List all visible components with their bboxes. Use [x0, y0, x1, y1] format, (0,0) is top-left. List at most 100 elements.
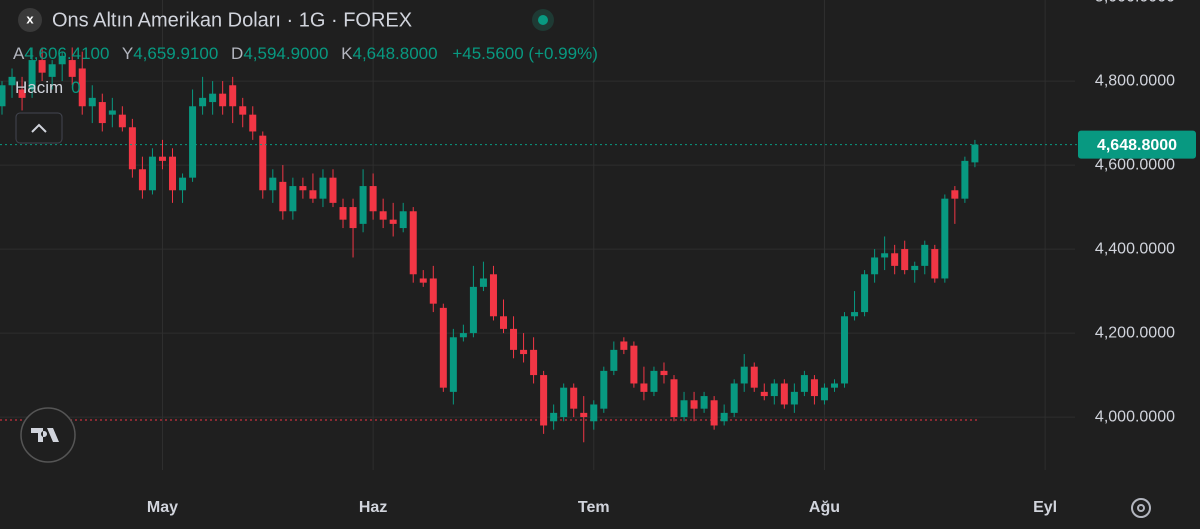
candle-body [760, 391, 768, 397]
candle-body [901, 249, 909, 271]
candle-body [0, 85, 6, 107]
candle-body [439, 307, 447, 388]
candle-body [429, 278, 437, 304]
header: x Ons Altın Amerikan Doları · 1G · FOREX… [13, 8, 598, 144]
candle-body [389, 219, 397, 224]
candle-body [500, 316, 507, 329]
candle-body [259, 135, 267, 191]
collapse-icon [31, 123, 47, 133]
candle-body [600, 370, 608, 409]
candle-body [690, 400, 698, 409]
ohlc-value: 4,648.8000 [352, 44, 437, 63]
candle-body [830, 383, 838, 388]
candle-body [239, 106, 247, 115]
candle-body [911, 265, 919, 271]
candle-body [138, 169, 146, 191]
candle-body [891, 253, 899, 266]
candle-body [770, 383, 778, 397]
candle-body [630, 345, 638, 384]
collapse-button[interactable] [15, 112, 63, 144]
tradingview-logo[interactable] [20, 407, 76, 463]
candle-body [128, 127, 136, 170]
candle-body [339, 207, 347, 220]
candle-body [309, 190, 317, 199]
candle-body [148, 156, 156, 191]
candle-body [459, 333, 467, 338]
logo-circle [20, 407, 76, 463]
candle-body [851, 312, 859, 317]
x-tick-label: Tem [578, 499, 610, 516]
candle-body [419, 278, 427, 283]
y-tick-label: 4,000.0000 [1095, 408, 1175, 425]
change: +45.5600 (+0.99%) [452, 44, 598, 63]
candle-body [961, 160, 969, 199]
candle-body [118, 114, 126, 128]
candle-body [861, 274, 869, 313]
candles [0, 47, 1078, 443]
candle-body [700, 396, 708, 409]
candle-body [209, 93, 217, 103]
candle-body [971, 144, 979, 163]
grid [0, 0, 1075, 470]
candle-body [660, 370, 668, 376]
candle-body [570, 387, 578, 409]
ohlc-key: D [231, 44, 243, 63]
candle-body [560, 387, 568, 418]
candle-body [610, 349, 618, 371]
candle-body [469, 286, 477, 334]
candle-body [640, 383, 648, 392]
candle-body [810, 379, 818, 397]
candle-body [800, 375, 808, 392]
candle-body [179, 177, 187, 191]
ohlc-value: 4,606.4100 [24, 44, 109, 63]
candle-body [58, 55, 66, 65]
candle-body [449, 337, 457, 392]
y-tick-label: 4,800.0000 [1095, 72, 1175, 89]
candle-body [379, 211, 387, 220]
candle-body [620, 341, 628, 350]
candle-body [740, 366, 748, 384]
candle-body [520, 349, 528, 355]
candle-body [219, 93, 227, 107]
candle-body [48, 64, 56, 77]
candle-body [8, 76, 16, 86]
chart-title: Ons Altın Amerikan Doları · 1G · FOREX [52, 9, 412, 31]
candle-body [359, 186, 367, 224]
candle-body [18, 89, 26, 98]
candle-body [921, 244, 929, 266]
candle-body [790, 391, 798, 405]
logo-mark [31, 428, 59, 442]
candle-body [510, 328, 518, 350]
candle-body [931, 249, 939, 279]
candle-body [489, 274, 497, 317]
candle-body [710, 400, 718, 426]
ohlc-key: A [13, 44, 25, 63]
settings-icon-center [1137, 504, 1145, 512]
volume-value: 0 [71, 78, 80, 97]
candle-body [189, 106, 197, 178]
y-tick-label: 4,400.0000 [1095, 240, 1175, 257]
market-status-dot [538, 15, 548, 25]
y-tick-label: 4,200.0000 [1095, 324, 1175, 341]
candle-body [158, 156, 166, 161]
candle-body [399, 211, 407, 229]
last-price-label: 4,648.8000 [1097, 137, 1177, 154]
candle-body [650, 370, 658, 392]
candle-body [680, 400, 688, 418]
settings-button[interactable] [1131, 498, 1151, 518]
symbol-icon[interactable] [18, 8, 42, 32]
candle-body [479, 278, 487, 287]
candle-body [229, 85, 237, 107]
candle-body [941, 198, 949, 279]
candle-body [881, 253, 889, 258]
candle-body [590, 404, 598, 422]
candle-body [871, 257, 879, 275]
candle-body [580, 412, 588, 418]
candle-body [670, 379, 678, 418]
ohlc-key: K [341, 44, 353, 63]
candle-body [951, 190, 959, 199]
x-tick-label: Haz [359, 499, 387, 516]
candle-body [108, 110, 116, 115]
